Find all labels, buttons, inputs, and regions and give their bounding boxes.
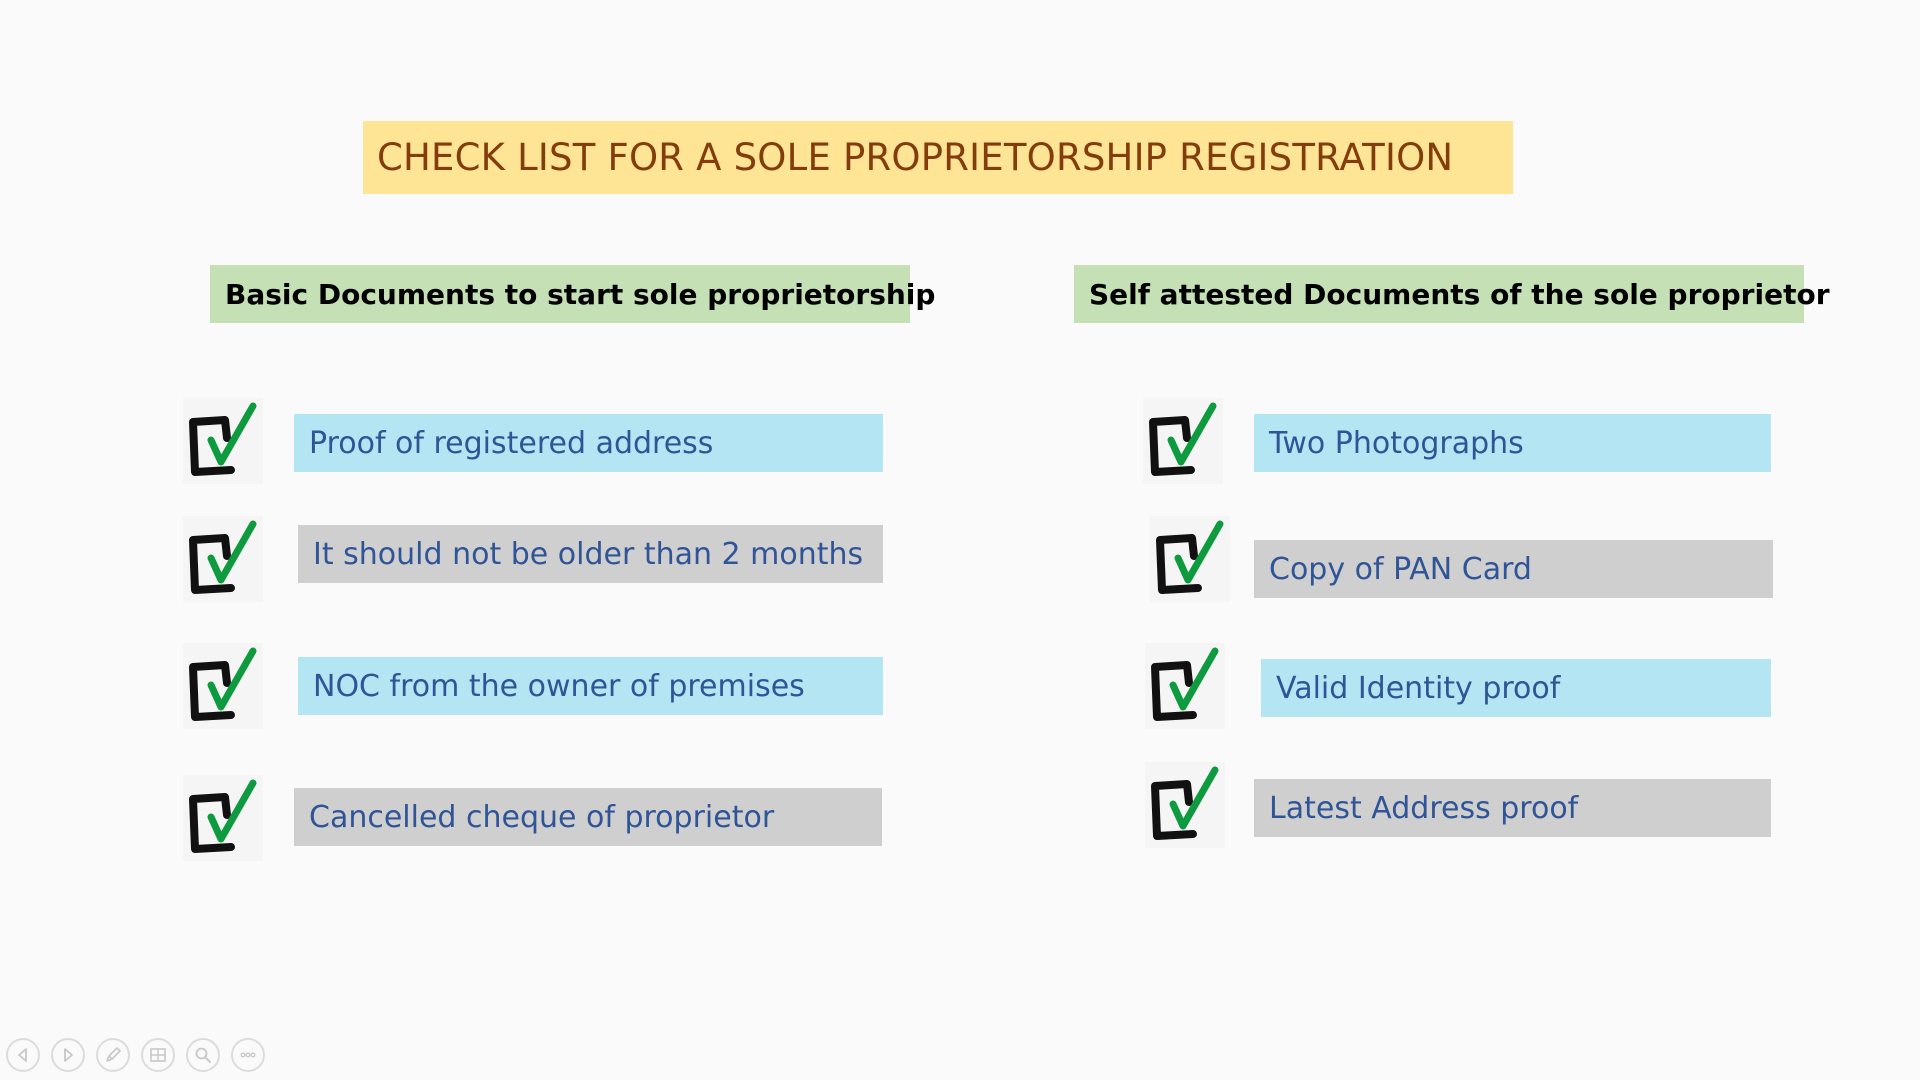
- left-column-heading: Basic Documents to start sole proprietor…: [210, 265, 935, 323]
- right-column-heading: Self attested Documents of the sole prop…: [1074, 265, 1830, 323]
- list-item-label: Two Photographs: [1269, 425, 1524, 461]
- left-item-age-note: It should not be older than 2 months: [298, 525, 883, 583]
- list-item-label: Valid Identity proof: [1276, 670, 1561, 706]
- left-item-cancelled-cheque: Cancelled cheque of proprietor: [294, 788, 882, 846]
- list-item-label: Latest Address proof: [1269, 790, 1579, 826]
- more-button[interactable]: [231, 1038, 265, 1072]
- list-item-label: Cancelled cheque of proprietor: [309, 799, 775, 835]
- checkbox-checked-icon: [183, 643, 263, 729]
- previous-button[interactable]: [6, 1038, 40, 1072]
- right-column-heading-text: Self attested Documents of the sole prop…: [1089, 277, 1830, 311]
- right-item-pan-card: Copy of PAN Card: [1254, 540, 1773, 598]
- list-item-label: Proof of registered address: [309, 425, 714, 461]
- slide-title: CHECK LIST FOR A SOLE PROPRIETORSHIP REG…: [363, 121, 1513, 194]
- more-icon: [240, 1052, 256, 1058]
- zoom-icon: [195, 1047, 211, 1063]
- left-item-noc: NOC from the owner of premises: [298, 657, 883, 715]
- next-icon: [64, 1048, 73, 1062]
- slideshow-toolbar: [6, 1038, 265, 1072]
- list-item-label: NOC from the owner of premises: [313, 668, 805, 704]
- checkbox-checked-icon: [1145, 762, 1225, 848]
- pen-icon: [106, 1047, 121, 1062]
- right-item-address-proof: Latest Address proof: [1254, 779, 1771, 837]
- list-item-label: It should not be older than 2 months: [313, 536, 864, 572]
- previous-icon: [18, 1048, 27, 1062]
- pen-button[interactable]: [96, 1038, 130, 1072]
- left-column-heading-text: Basic Documents to start sole proprietor…: [225, 277, 936, 311]
- checkbox-checked-icon: [183, 516, 263, 602]
- right-item-identity-proof: Valid Identity proof: [1261, 659, 1771, 717]
- checkbox-checked-icon: [1143, 398, 1223, 484]
- left-item-proof-of-address: Proof of registered address: [294, 414, 883, 472]
- slides-grid-button[interactable]: [141, 1038, 175, 1072]
- list-item-label: Copy of PAN Card: [1269, 551, 1532, 587]
- checkbox-checked-icon: [1145, 643, 1225, 729]
- checkbox-checked-icon: [1150, 516, 1230, 602]
- next-button[interactable]: [51, 1038, 85, 1072]
- slide-title-text: CHECK LIST FOR A SOLE PROPRIETORSHIP REG…: [377, 136, 1454, 179]
- checkbox-checked-icon: [183, 398, 263, 484]
- checkbox-checked-icon: [183, 775, 263, 861]
- right-item-photographs: Two Photographs: [1254, 414, 1771, 472]
- slides-grid-icon: [150, 1048, 166, 1062]
- zoom-button[interactable]: [186, 1038, 220, 1072]
